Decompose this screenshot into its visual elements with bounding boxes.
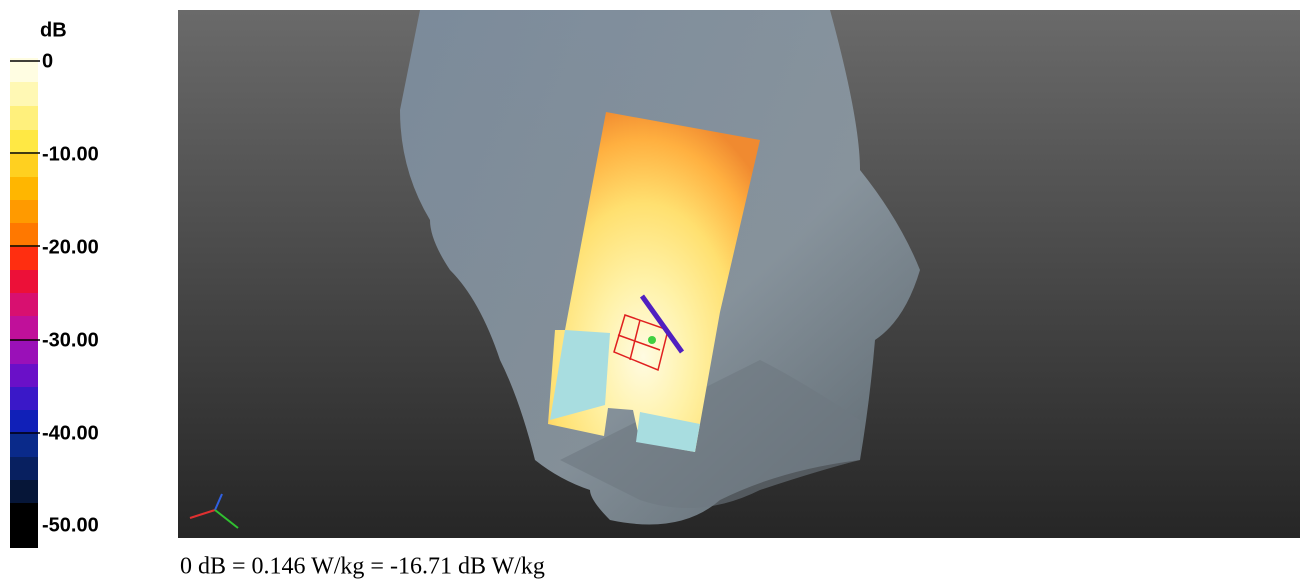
axis-triad (189, 493, 239, 529)
caption: 0 dB = 0.146 W/kg = -16.71 dB W/kg (180, 554, 545, 580)
colorbar-unit: dB (40, 19, 67, 41)
colorbar-tick: -20.00 (42, 236, 99, 258)
render-view (178, 10, 1300, 538)
colorbar-tick: 0 (42, 50, 53, 72)
colorbar-tick: -40.00 (42, 422, 99, 444)
colorbar-tick: -30.00 (42, 329, 99, 351)
colorbar-tick: -50.00 (42, 514, 99, 536)
colorbar: dB 0 -10.00 -20.00 -30.00 -40.00 -50.00 (10, 19, 99, 548)
colorbar-tick: -10.00 (42, 143, 99, 165)
